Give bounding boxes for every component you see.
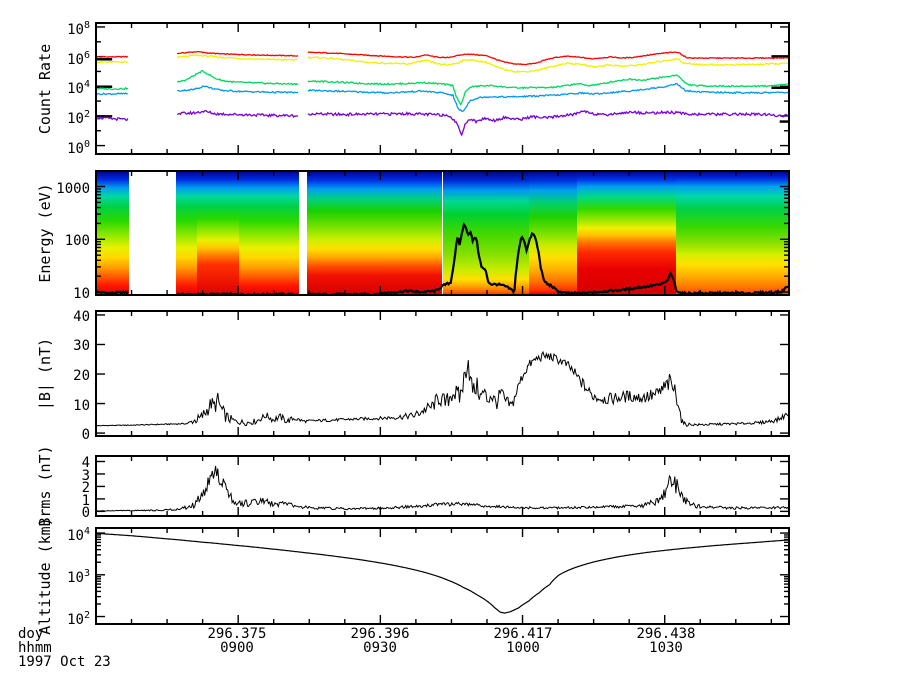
panel-plot xyxy=(97,24,788,153)
x-tick-doy: 296.375 xyxy=(207,626,267,642)
panel-plot xyxy=(97,529,788,623)
y-tick-label: 0 xyxy=(81,505,90,522)
trace-cyan xyxy=(307,82,788,112)
spectrogram-segment xyxy=(197,172,239,294)
x-tick-doy: 296.438 xyxy=(636,626,696,642)
overlay-energy-line xyxy=(97,290,129,294)
overlay-energy-line xyxy=(307,221,788,294)
trace-yellow xyxy=(176,53,299,62)
x-tick-doy: 296.417 xyxy=(493,626,553,642)
y-tick-label: 102 xyxy=(67,109,90,127)
y-tick-label: 4 xyxy=(81,455,90,472)
panel-b-magnitude: |B| (nT) 0 10 20 30 40 xyxy=(36,310,790,442)
trace-purple xyxy=(176,109,299,119)
y-axis-title-bmag: |B| (nT) xyxy=(36,337,54,410)
spectrogram-segment xyxy=(97,172,129,294)
trace-green xyxy=(97,86,129,91)
y-axis-title-count-rate: Count Rate xyxy=(36,43,54,134)
y-tick-label: 10 xyxy=(73,286,90,303)
x-tick-hhmm: 0900 xyxy=(220,640,254,656)
panel-plot xyxy=(97,172,788,294)
y-tick-label: 3 xyxy=(81,467,90,484)
panel-count-rate: Count Rate 100 102 104 106 108 xyxy=(36,21,790,155)
y-tick-label: 1000 xyxy=(56,180,90,197)
y-tick-label: 100 xyxy=(64,233,90,250)
y-axis-title-brms: Brms (nT) xyxy=(36,445,54,527)
y-tick-label: 102 xyxy=(67,609,90,628)
spectrogram-segment xyxy=(528,172,578,294)
trace-green xyxy=(307,74,788,106)
y-tick-label: 104 xyxy=(67,526,90,544)
y-tick-label: 108 xyxy=(67,20,90,38)
brms-trace xyxy=(97,465,788,512)
spectrogram-segment xyxy=(176,172,198,294)
y-tick-label: 30 xyxy=(73,338,90,355)
trace-red xyxy=(176,50,299,57)
y-tick-label: 100 xyxy=(67,138,90,157)
trace-yellow xyxy=(307,55,788,73)
trace-red xyxy=(307,51,788,66)
spectrogram-segment xyxy=(238,172,299,294)
y-axis-title-altitude: Altitude (km) xyxy=(36,517,54,635)
y-tick-label: 104 xyxy=(67,79,90,98)
trace-yellow xyxy=(97,60,129,64)
y-tick-label: 106 xyxy=(67,49,90,68)
x-axis-unit-hhmm: hhmm xyxy=(18,640,52,656)
spectrogram-segment xyxy=(577,172,677,294)
x-tick-hhmm: 1030 xyxy=(649,640,683,656)
altitude-trace xyxy=(97,532,788,614)
trace-cyan xyxy=(97,92,128,96)
trace-red xyxy=(97,55,129,59)
date-label: 1997 Oct 23 xyxy=(18,654,111,670)
x-tick-hhmm: 0930 xyxy=(363,640,397,656)
y-tick-label: 0 xyxy=(81,427,90,444)
y-axis-title-energy: Energy (eV) xyxy=(36,183,54,283)
x-axis-unit-doy: doy xyxy=(18,626,44,642)
panel-plot xyxy=(97,312,788,435)
y-tick-label: 1 xyxy=(81,492,90,509)
y-tick-label: 10 xyxy=(73,397,90,414)
y-tick-label: 2 xyxy=(81,480,90,497)
y-tick-label: 20 xyxy=(73,368,90,385)
panel-plot xyxy=(97,457,788,515)
y-tick-label: 103 xyxy=(67,567,90,586)
x-tick-doy: 296.396 xyxy=(350,626,410,642)
x-tick-hhmm: 1000 xyxy=(506,640,540,656)
trace-cyan xyxy=(177,85,299,94)
trace-purple xyxy=(307,109,788,137)
panel-energy-spectrogram: Energy (eV) 10 100 1000 xyxy=(36,170,790,301)
y-tick-label: 40 xyxy=(73,308,90,325)
spectrogram-segment xyxy=(676,172,788,294)
bmag-trace xyxy=(97,350,788,427)
panel-altitude: Altitude (km) 102 103 104 xyxy=(36,517,790,635)
trace-purple xyxy=(97,115,129,122)
spectrogram-segment xyxy=(307,172,443,294)
trace-green xyxy=(176,69,299,86)
